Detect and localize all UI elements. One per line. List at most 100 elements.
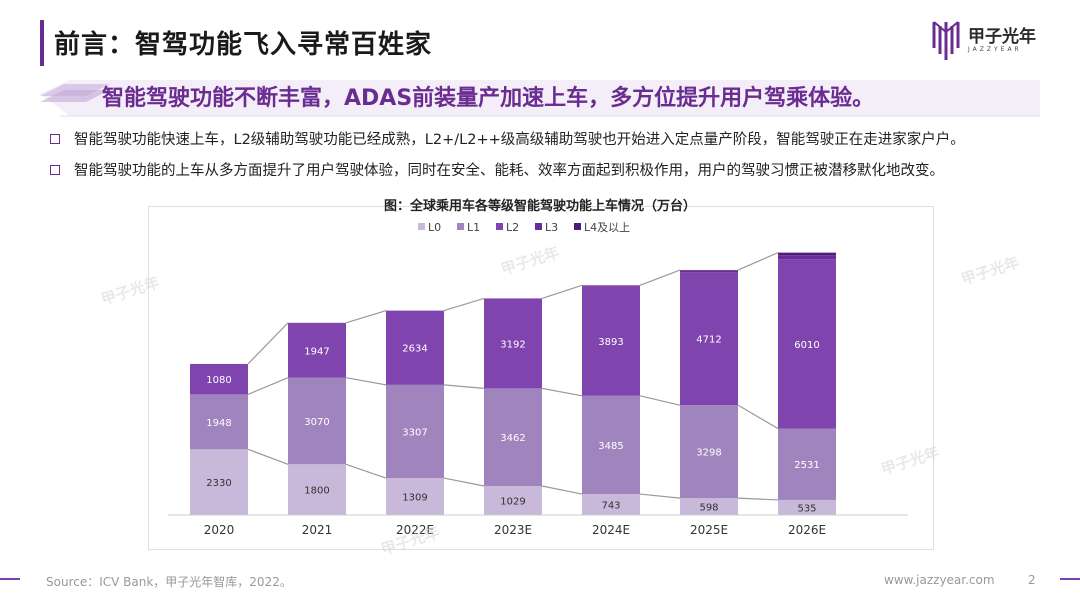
bar-segment-L1: [288, 377, 346, 465]
logo-subtext: JAZZYEAR: [968, 46, 1022, 53]
data-label: 1947: [304, 346, 329, 357]
x-tick-label: 2026E: [788, 523, 826, 537]
data-label: 1800: [304, 486, 329, 497]
bar-segment-L1: [484, 388, 542, 486]
connector-line: [737, 252, 779, 271]
legend-label: L3: [545, 221, 558, 234]
data-label: 4712: [696, 335, 721, 346]
connector-line: [737, 497, 779, 501]
data-label: 3070: [304, 417, 329, 428]
data-label: 3192: [500, 339, 525, 350]
data-label: 1309: [402, 493, 427, 504]
connector-line: [639, 493, 681, 499]
bullet-square-icon: [50, 164, 60, 175]
bar-segment-L2: [190, 363, 248, 395]
legend-label: L4及以上: [584, 221, 630, 234]
bar-segment-L1: [190, 394, 248, 450]
connector-line: [345, 463, 387, 479]
bar-segment-L1: [778, 428, 836, 500]
logo-mark-icon: [932, 21, 960, 60]
legend-swatch: [457, 223, 464, 230]
x-tick-label: 2022E: [396, 523, 434, 537]
footer-accent-right: [1060, 578, 1080, 580]
data-label: 2531: [794, 460, 819, 471]
bar-segment-L2: [386, 310, 444, 385]
data-label: 1948: [206, 418, 231, 429]
connector-line: [639, 269, 681, 286]
bar-segment-L1: [680, 405, 738, 499]
bar-segment-L4及以上: [778, 252, 836, 256]
bar-segment-L3: [680, 270, 738, 273]
data-label: 3462: [500, 433, 525, 444]
bullet-list: 智能驾驶功能快速上车，L2级辅助驾驶功能已经成熟，L2+/L2++级高级辅助驾驶…: [50, 128, 1050, 190]
source-note: Source：ICV Bank，甲子光年智库，2022。: [46, 575, 292, 589]
bullet-item: 智能驾驶功能的上车从多方面提升了用户驾驶体验，同时在安全、能耗、效率方面起到积极…: [50, 159, 1050, 180]
connector-line: [345, 310, 387, 324]
connector-line: [443, 384, 485, 389]
website-link[interactable]: www.jazzyear.com: [884, 573, 995, 587]
page-title: 前言：智驾功能飞入寻常百姓家: [54, 30, 433, 60]
bullet-text: 智能驾驶功能快速上车，L2级辅助驾驶功能已经成熟，L2+/L2++级高级辅助驾驶…: [74, 132, 965, 148]
logo: 甲子光年 JAZZYEAR: [932, 18, 1052, 66]
x-tick-label: 2020: [204, 523, 235, 537]
bar-segment-L3: [582, 285, 640, 287]
data-label: 3485: [598, 441, 623, 452]
legend-swatch: [418, 223, 425, 230]
bar-segment-L0: [190, 449, 248, 515]
bar-segment-L2: [778, 259, 836, 429]
bar-segment-L0: [680, 498, 738, 515]
data-label: 3298: [696, 448, 721, 459]
data-label: 6010: [794, 340, 819, 351]
watermark: 甲子光年: [958, 253, 1022, 289]
chart-title: 图：全球乘用车各等级智能驾驶功能上车情况（万台）: [384, 198, 696, 214]
data-label: 2330: [206, 478, 231, 489]
data-label: 1029: [500, 496, 525, 507]
bar-segment-L4及以上: [680, 270, 738, 271]
bullet-item: 智能驾驶功能快速上车，L2级辅助驾驶功能已经成熟，L2+/L2++级高级辅助驾驶…: [50, 128, 1050, 149]
legend-swatch: [535, 223, 542, 230]
data-label: 598: [699, 503, 718, 514]
bar-segment-L3: [778, 255, 836, 260]
x-tick-label: 2023E: [494, 523, 532, 537]
bar-segment-L0: [288, 464, 346, 515]
bar-segment-L0: [582, 494, 640, 515]
legend-swatch: [574, 223, 581, 230]
connector-line: [443, 297, 485, 312]
bar-segment-L2: [288, 322, 346, 378]
x-tick-label: 2021: [302, 523, 333, 537]
bar-segment-L0: [778, 499, 836, 515]
connector-line: [639, 395, 681, 406]
connector-line: [541, 485, 583, 495]
bar-segment-L1: [386, 384, 444, 479]
connector-line: [247, 322, 289, 365]
connector-line: [541, 387, 583, 397]
x-tick-label: 2024E: [592, 523, 630, 537]
connector-line: [737, 404, 779, 430]
legend-label: L0: [428, 221, 441, 234]
bar-segment-L0: [484, 485, 542, 515]
bar-segment-L2: [680, 272, 738, 406]
data-label: 2634: [402, 344, 427, 355]
legend-label: L2: [506, 221, 519, 234]
bar-segment-L2: [484, 298, 542, 389]
connector-line: [443, 477, 485, 487]
page-number: 2: [1028, 573, 1036, 587]
bar-segment-L0: [386, 478, 444, 515]
data-label: 3893: [598, 337, 623, 348]
bullet-square-icon: [50, 133, 60, 144]
bar-segment-L2: [582, 286, 640, 396]
footer-accent-left: [0, 578, 20, 580]
stacked-bar-chart: 图：全球乘用车各等级智能驾驶功能上车情况（万台） L0 L1 L2 L3 L4及以上 233…: [168, 198, 908, 537]
connector-line: [345, 377, 387, 386]
bar-segment-L1: [582, 395, 640, 495]
title-accent-bar: [40, 20, 44, 66]
data-label: 1080: [206, 375, 231, 386]
legend-swatch: [496, 223, 503, 230]
bullet-text: 智能驾驶功能的上车从多方面提升了用户驾驶体验，同时在安全、能耗、效率方面起到积极…: [74, 163, 944, 179]
connector-line: [541, 284, 583, 299]
logo-text: 甲子光年: [968, 27, 1036, 47]
connector-line: [247, 448, 289, 465]
headline: 智能驾驶功能不断丰富，ADAS前装量产加速上车，多方位提升用户驾乘体验。: [102, 86, 875, 111]
connector-line: [247, 377, 289, 395]
data-label: 3307: [402, 427, 427, 438]
